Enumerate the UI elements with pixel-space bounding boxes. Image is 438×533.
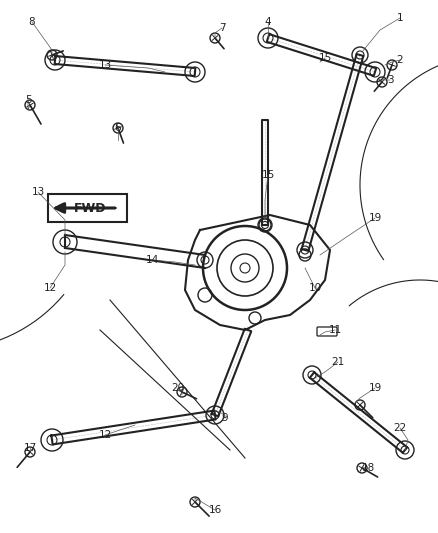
Text: 18: 18: [361, 463, 374, 473]
Text: 13: 13: [32, 187, 45, 197]
Text: 19: 19: [368, 213, 381, 223]
Text: 13: 13: [99, 60, 112, 70]
Text: 2: 2: [397, 55, 403, 65]
Text: 10: 10: [308, 283, 321, 293]
Text: 15: 15: [261, 170, 275, 180]
Text: 9: 9: [222, 413, 228, 423]
Text: 16: 16: [208, 505, 222, 515]
Text: 21: 21: [332, 357, 345, 367]
Text: 20: 20: [171, 383, 184, 393]
Text: 22: 22: [393, 423, 406, 433]
Text: 4: 4: [265, 17, 271, 27]
Text: 19: 19: [368, 383, 381, 393]
Text: FWD: FWD: [74, 201, 106, 214]
Text: 3: 3: [387, 75, 393, 85]
Text: 1: 1: [397, 13, 403, 23]
Text: 15: 15: [318, 53, 332, 63]
FancyBboxPatch shape: [48, 194, 127, 222]
Text: 17: 17: [23, 443, 37, 453]
Text: 14: 14: [145, 255, 159, 265]
Text: 8: 8: [28, 17, 35, 27]
Text: 7: 7: [219, 23, 225, 33]
Text: 12: 12: [43, 283, 57, 293]
Text: 6: 6: [115, 123, 121, 133]
Text: 12: 12: [99, 430, 112, 440]
Text: 5: 5: [25, 95, 31, 105]
Text: 11: 11: [328, 325, 342, 335]
